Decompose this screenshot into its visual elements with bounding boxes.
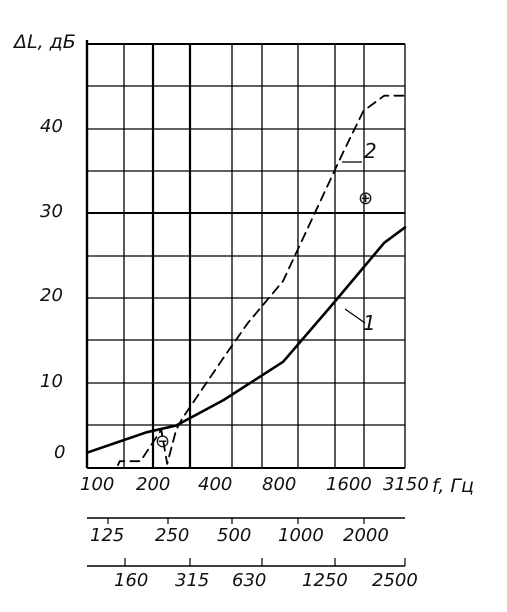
- y-axis-label: ΔL, дБ: [12, 31, 76, 53]
- series-line-1: [85, 226, 407, 454]
- x-tick-label-1600: 1600: [326, 474, 372, 495]
- scale3-label-630: 630: [232, 570, 266, 591]
- series-label-1: 1: [363, 311, 376, 335]
- grid: [85, 40, 406, 469]
- series-line-2: [103, 94, 406, 469]
- scale2-label-250: 250: [155, 525, 189, 546]
- y-tick-label-40: 40: [40, 116, 63, 137]
- annotation-1: ⊕: [358, 188, 373, 209]
- series-1-leader: [344, 308, 366, 324]
- x-tick-label-800: 800: [262, 474, 296, 495]
- scale3-label-160: 160: [114, 570, 148, 591]
- scale3-label-2500: 2500: [372, 570, 418, 591]
- y-tick-label-20: 20: [40, 285, 63, 306]
- scale2-label-500: 500: [217, 525, 251, 546]
- scale3-label-315: 315: [175, 570, 209, 591]
- series-lines: [85, 94, 407, 469]
- y-tick-labels: 0 10 20 30 40: [40, 116, 65, 463]
- y-tick-label-0: 0: [54, 442, 65, 463]
- series-label-2: 2: [364, 139, 377, 163]
- secondary-frequency-scales: 125 250 500 1000 2000 160 315 630 1250 2500: [87, 517, 418, 591]
- y-tick-label-10: 10: [40, 371, 63, 392]
- y-tick-label-30: 30: [40, 201, 63, 222]
- x-tick-label-400: 400: [198, 474, 232, 495]
- scale2-label-125: 125: [90, 525, 124, 546]
- scale3-label-1250: 1250: [302, 570, 348, 591]
- x-tick-label-200: 200: [136, 474, 170, 495]
- x-axis-label: f, Гц: [432, 475, 474, 497]
- x-tick-label-3150: 3150: [383, 474, 429, 495]
- annotations: 1 2 ⊖ ⊕: [155, 139, 377, 452]
- annotation-0: ⊖: [155, 431, 170, 452]
- scale2-label-2000: 2000: [343, 525, 389, 546]
- x-tick-label-100: 100: [80, 474, 114, 495]
- x-tick-labels: 100 200 400 800 1600 3150: [80, 474, 429, 495]
- scale2-label-1000: 1000: [278, 525, 324, 546]
